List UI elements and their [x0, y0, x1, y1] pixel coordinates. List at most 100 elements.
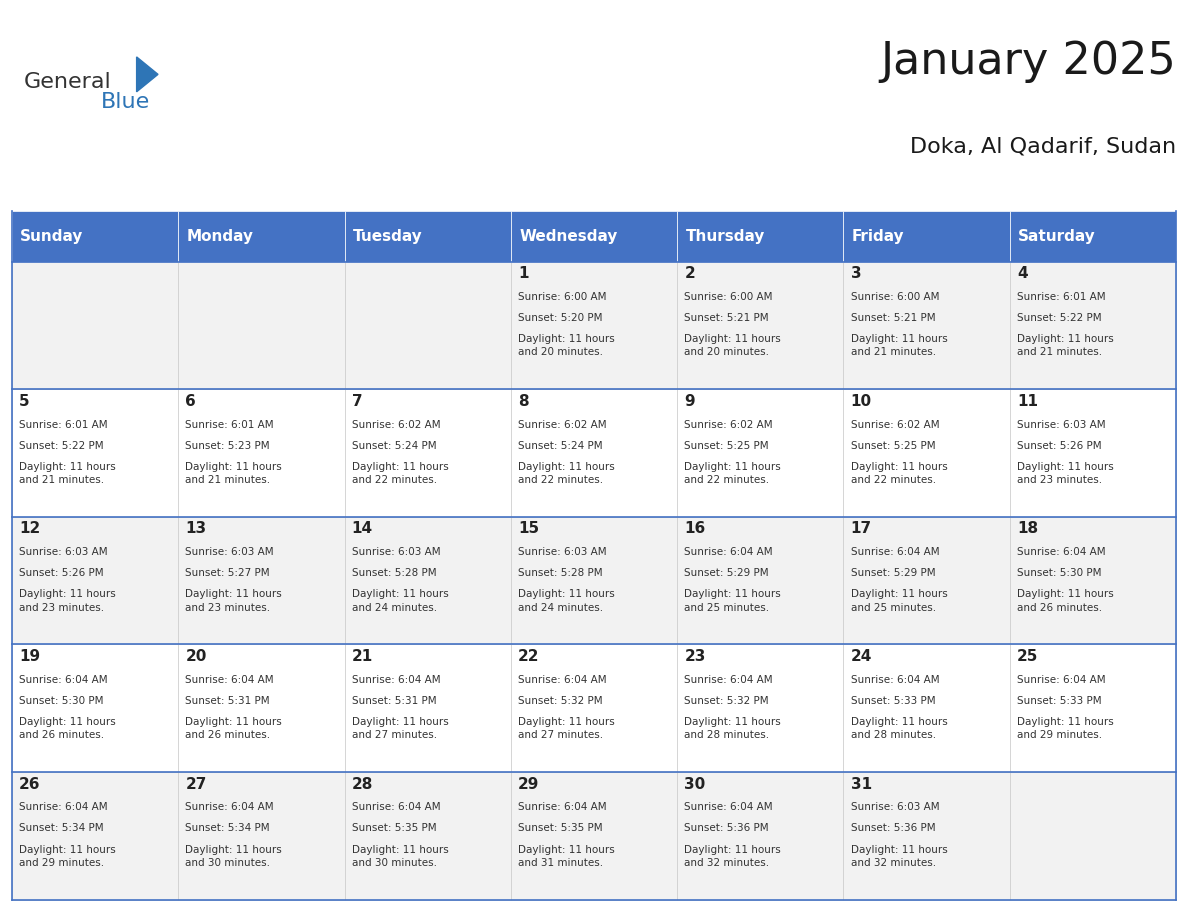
- Text: 3: 3: [851, 266, 861, 281]
- FancyBboxPatch shape: [345, 517, 511, 644]
- Text: 15: 15: [518, 521, 539, 536]
- FancyBboxPatch shape: [511, 262, 677, 389]
- Text: Sunrise: 6:01 AM: Sunrise: 6:01 AM: [185, 420, 274, 430]
- Text: 17: 17: [851, 521, 872, 536]
- Text: January 2025: January 2025: [880, 39, 1176, 83]
- Text: Sunset: 5:33 PM: Sunset: 5:33 PM: [1017, 696, 1101, 706]
- FancyBboxPatch shape: [843, 772, 1010, 900]
- FancyBboxPatch shape: [677, 211, 843, 262]
- Text: Sunrise: 6:04 AM: Sunrise: 6:04 AM: [1017, 675, 1106, 685]
- Text: Daylight: 11 hours
and 22 minutes.: Daylight: 11 hours and 22 minutes.: [518, 462, 614, 485]
- Text: Daylight: 11 hours
and 32 minutes.: Daylight: 11 hours and 32 minutes.: [684, 845, 781, 868]
- Text: 19: 19: [19, 649, 40, 664]
- FancyBboxPatch shape: [12, 389, 178, 517]
- FancyBboxPatch shape: [843, 644, 1010, 772]
- FancyBboxPatch shape: [1010, 644, 1176, 772]
- FancyBboxPatch shape: [677, 389, 843, 517]
- FancyBboxPatch shape: [1010, 772, 1176, 900]
- Text: Sunset: 5:31 PM: Sunset: 5:31 PM: [352, 696, 436, 706]
- FancyBboxPatch shape: [843, 389, 1010, 517]
- Text: Sunrise: 6:04 AM: Sunrise: 6:04 AM: [518, 802, 607, 812]
- Text: Daylight: 11 hours
and 31 minutes.: Daylight: 11 hours and 31 minutes.: [518, 845, 614, 868]
- Text: Daylight: 11 hours
and 29 minutes.: Daylight: 11 hours and 29 minutes.: [19, 845, 115, 868]
- Text: Wednesday: Wednesday: [519, 229, 618, 244]
- Text: 23: 23: [684, 649, 706, 664]
- Text: 29: 29: [518, 777, 539, 791]
- FancyBboxPatch shape: [178, 772, 345, 900]
- Text: Daylight: 11 hours
and 22 minutes.: Daylight: 11 hours and 22 minutes.: [352, 462, 448, 485]
- FancyBboxPatch shape: [178, 211, 345, 262]
- Text: 28: 28: [352, 777, 373, 791]
- FancyBboxPatch shape: [843, 211, 1010, 262]
- Text: Daylight: 11 hours
and 26 minutes.: Daylight: 11 hours and 26 minutes.: [185, 717, 282, 740]
- Text: Sunset: 5:35 PM: Sunset: 5:35 PM: [518, 823, 602, 834]
- FancyBboxPatch shape: [511, 772, 677, 900]
- Text: Sunset: 5:32 PM: Sunset: 5:32 PM: [518, 696, 602, 706]
- Text: Sunrise: 6:03 AM: Sunrise: 6:03 AM: [352, 547, 441, 557]
- Text: Sunrise: 6:04 AM: Sunrise: 6:04 AM: [851, 547, 940, 557]
- FancyBboxPatch shape: [511, 517, 677, 644]
- Text: Monday: Monday: [187, 229, 253, 244]
- Text: Daylight: 11 hours
and 20 minutes.: Daylight: 11 hours and 20 minutes.: [518, 334, 614, 357]
- Text: Daylight: 11 hours
and 25 minutes.: Daylight: 11 hours and 25 minutes.: [684, 589, 781, 612]
- Text: Sunset: 5:26 PM: Sunset: 5:26 PM: [19, 568, 103, 578]
- Text: Sunrise: 6:04 AM: Sunrise: 6:04 AM: [851, 675, 940, 685]
- Text: 13: 13: [185, 521, 207, 536]
- FancyBboxPatch shape: [677, 772, 843, 900]
- FancyBboxPatch shape: [178, 517, 345, 644]
- Text: Sunrise: 6:03 AM: Sunrise: 6:03 AM: [518, 547, 607, 557]
- Text: Daylight: 11 hours
and 28 minutes.: Daylight: 11 hours and 28 minutes.: [851, 717, 947, 740]
- Text: Sunrise: 6:03 AM: Sunrise: 6:03 AM: [185, 547, 274, 557]
- Text: Sunrise: 6:01 AM: Sunrise: 6:01 AM: [19, 420, 108, 430]
- FancyBboxPatch shape: [511, 389, 677, 517]
- FancyBboxPatch shape: [345, 211, 511, 262]
- FancyBboxPatch shape: [12, 772, 178, 900]
- Text: Sunset: 5:27 PM: Sunset: 5:27 PM: [185, 568, 270, 578]
- Text: Sunrise: 6:04 AM: Sunrise: 6:04 AM: [185, 802, 274, 812]
- FancyBboxPatch shape: [345, 262, 511, 389]
- Text: Sunset: 5:33 PM: Sunset: 5:33 PM: [851, 696, 935, 706]
- Text: Daylight: 11 hours
and 23 minutes.: Daylight: 11 hours and 23 minutes.: [19, 589, 115, 612]
- Text: Sunrise: 6:04 AM: Sunrise: 6:04 AM: [19, 675, 108, 685]
- Text: Daylight: 11 hours
and 26 minutes.: Daylight: 11 hours and 26 minutes.: [1017, 589, 1113, 612]
- Text: Daylight: 11 hours
and 30 minutes.: Daylight: 11 hours and 30 minutes.: [352, 845, 448, 868]
- Text: 5: 5: [19, 394, 30, 409]
- Text: Sunset: 5:24 PM: Sunset: 5:24 PM: [518, 441, 602, 451]
- Text: 14: 14: [352, 521, 373, 536]
- Text: Sunset: 5:25 PM: Sunset: 5:25 PM: [684, 441, 769, 451]
- Text: Daylight: 11 hours
and 22 minutes.: Daylight: 11 hours and 22 minutes.: [851, 462, 947, 485]
- Text: Sunrise: 6:04 AM: Sunrise: 6:04 AM: [19, 802, 108, 812]
- Text: Sunset: 5:30 PM: Sunset: 5:30 PM: [1017, 568, 1101, 578]
- Text: 27: 27: [185, 777, 207, 791]
- Text: 24: 24: [851, 649, 872, 664]
- Text: Daylight: 11 hours
and 24 minutes.: Daylight: 11 hours and 24 minutes.: [352, 589, 448, 612]
- Text: Sunset: 5:34 PM: Sunset: 5:34 PM: [185, 823, 270, 834]
- Text: Sunrise: 6:04 AM: Sunrise: 6:04 AM: [352, 802, 441, 812]
- Text: Sunrise: 6:02 AM: Sunrise: 6:02 AM: [352, 420, 441, 430]
- Text: Sunrise: 6:04 AM: Sunrise: 6:04 AM: [518, 675, 607, 685]
- Text: Daylight: 11 hours
and 22 minutes.: Daylight: 11 hours and 22 minutes.: [684, 462, 781, 485]
- Text: Daylight: 11 hours
and 24 minutes.: Daylight: 11 hours and 24 minutes.: [518, 589, 614, 612]
- Text: 8: 8: [518, 394, 529, 409]
- Text: Sunset: 5:36 PM: Sunset: 5:36 PM: [851, 823, 935, 834]
- Text: 10: 10: [851, 394, 872, 409]
- Text: Sunrise: 6:02 AM: Sunrise: 6:02 AM: [518, 420, 607, 430]
- Text: Sunrise: 6:00 AM: Sunrise: 6:00 AM: [684, 292, 772, 302]
- Text: Daylight: 11 hours
and 20 minutes.: Daylight: 11 hours and 20 minutes.: [684, 334, 781, 357]
- Text: Sunset: 5:20 PM: Sunset: 5:20 PM: [518, 313, 602, 323]
- Text: Sunrise: 6:04 AM: Sunrise: 6:04 AM: [684, 802, 773, 812]
- Text: Daylight: 11 hours
and 21 minutes.: Daylight: 11 hours and 21 minutes.: [19, 462, 115, 485]
- Text: Blue: Blue: [101, 92, 150, 112]
- Text: 1: 1: [518, 266, 529, 281]
- Text: Friday: Friday: [852, 229, 904, 244]
- Text: 4: 4: [1017, 266, 1028, 281]
- FancyBboxPatch shape: [178, 644, 345, 772]
- Text: Doka, Al Qadarif, Sudan: Doka, Al Qadarif, Sudan: [910, 136, 1176, 156]
- Text: Sunrise: 6:03 AM: Sunrise: 6:03 AM: [851, 802, 940, 812]
- FancyBboxPatch shape: [511, 644, 677, 772]
- Text: Sunrise: 6:00 AM: Sunrise: 6:00 AM: [518, 292, 606, 302]
- Text: Sunset: 5:35 PM: Sunset: 5:35 PM: [352, 823, 436, 834]
- Text: Sunrise: 6:04 AM: Sunrise: 6:04 AM: [352, 675, 441, 685]
- Text: 12: 12: [19, 521, 40, 536]
- Text: Saturday: Saturday: [1018, 229, 1095, 244]
